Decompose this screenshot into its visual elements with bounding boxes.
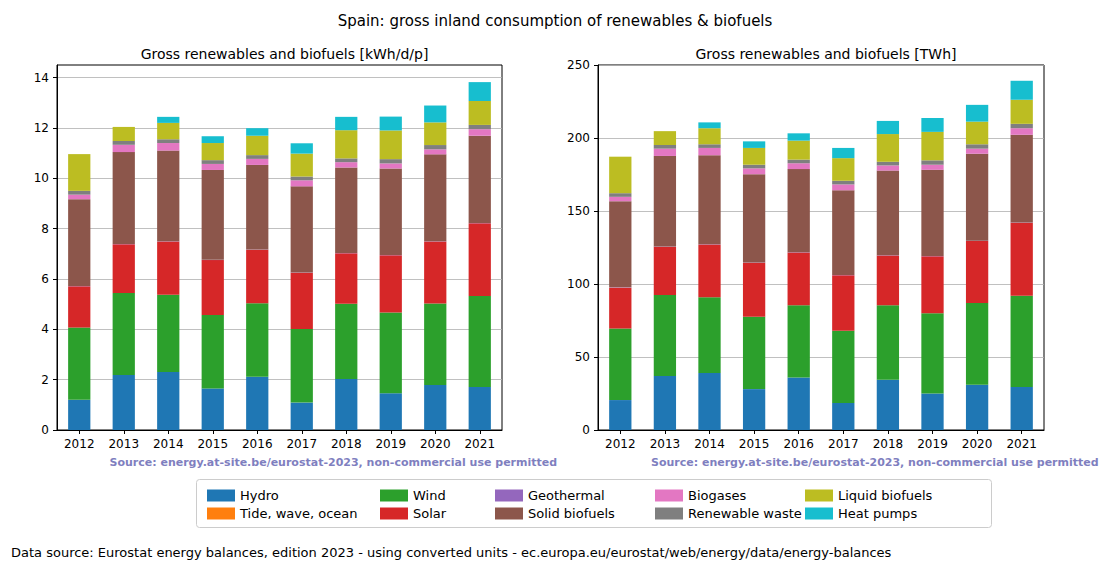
svg-text:2012: 2012: [64, 437, 95, 451]
svg-text:Solid biofuels: Solid biofuels: [528, 506, 615, 521]
svg-text:12: 12: [34, 121, 49, 135]
svg-text:Gross renewables and biofuels: Gross renewables and biofuels [kWh/d/p]: [141, 46, 429, 62]
svg-text:6: 6: [41, 272, 49, 286]
svg-text:Source: energy.at-site.be/euro: Source: energy.at-site.be/eurostat-2023,…: [110, 456, 558, 469]
svg-text:Heat pumps: Heat pumps: [838, 506, 917, 521]
svg-text:Geothermal: Geothermal: [528, 488, 605, 503]
svg-text:Data source: Eurostat energy b: Data source: Eurostat energy balances, e…: [11, 545, 892, 560]
svg-text:2012: 2012: [605, 437, 636, 451]
svg-text:2021: 2021: [1006, 437, 1037, 451]
svg-text:2017: 2017: [828, 437, 859, 451]
svg-text:8: 8: [41, 222, 49, 236]
svg-text:2020: 2020: [420, 437, 451, 451]
svg-text:Gross renewables and biofuels: Gross renewables and biofuels [TWh]: [696, 46, 957, 62]
svg-text:10: 10: [34, 171, 49, 185]
svg-text:Tide, wave, ocean: Tide, wave, ocean: [239, 506, 358, 521]
svg-text:150: 150: [567, 204, 590, 218]
svg-text:Source: energy.at-site.be/euro: Source: energy.at-site.be/eurostat-2023,…: [651, 456, 1099, 469]
svg-text:100: 100: [567, 277, 590, 291]
svg-text:2014: 2014: [694, 437, 725, 451]
svg-text:Hydro: Hydro: [240, 488, 279, 503]
svg-text:2013: 2013: [650, 437, 681, 451]
svg-text:Liquid biofuels: Liquid biofuels: [838, 488, 933, 503]
svg-text:2016: 2016: [242, 437, 273, 451]
svg-text:0: 0: [41, 423, 49, 437]
svg-text:200: 200: [567, 131, 590, 145]
svg-text:0: 0: [582, 423, 590, 437]
svg-text:2019: 2019: [917, 437, 948, 451]
svg-text:2020: 2020: [962, 437, 993, 451]
svg-text:Solar: Solar: [413, 506, 447, 521]
svg-text:2013: 2013: [108, 437, 139, 451]
svg-text:Spain: gross inland consumptio: Spain: gross inland consumption of renew…: [338, 12, 773, 30]
svg-text:2021: 2021: [464, 437, 495, 451]
svg-text:2014: 2014: [153, 437, 184, 451]
svg-text:Biogases: Biogases: [688, 488, 746, 503]
svg-text:2015: 2015: [197, 437, 228, 451]
svg-text:14: 14: [34, 71, 49, 85]
svg-text:Renewable waste: Renewable waste: [688, 506, 802, 521]
svg-text:2015: 2015: [739, 437, 770, 451]
svg-text:2016: 2016: [783, 437, 814, 451]
svg-text:2: 2: [41, 373, 49, 387]
svg-text:2019: 2019: [375, 437, 406, 451]
svg-text:4: 4: [41, 322, 49, 336]
svg-text:2018: 2018: [873, 437, 904, 451]
svg-text:50: 50: [575, 350, 590, 364]
svg-text:250: 250: [567, 58, 590, 72]
svg-text:2018: 2018: [331, 437, 362, 451]
svg-text:Wind: Wind: [413, 488, 446, 503]
svg-text:2017: 2017: [286, 437, 317, 451]
